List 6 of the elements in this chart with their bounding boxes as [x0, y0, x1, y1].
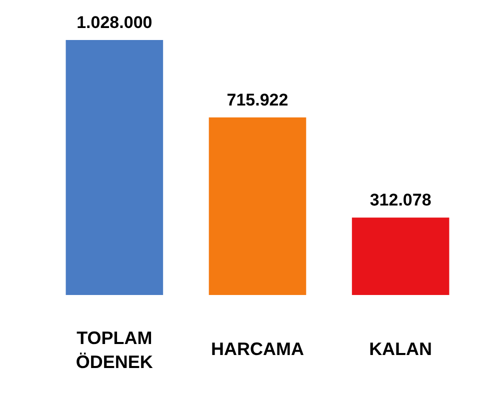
x-tick-label: TOPLAM ÖDENEK [76, 328, 153, 372]
x-tick-label: KALAN [369, 339, 432, 359]
data-label: 1.028.000 [76, 13, 152, 32]
data-label: 715.922 [226, 90, 288, 110]
x-tick-label: HARCAMA [211, 339, 304, 359]
data-label: 312.078 [370, 190, 432, 210]
